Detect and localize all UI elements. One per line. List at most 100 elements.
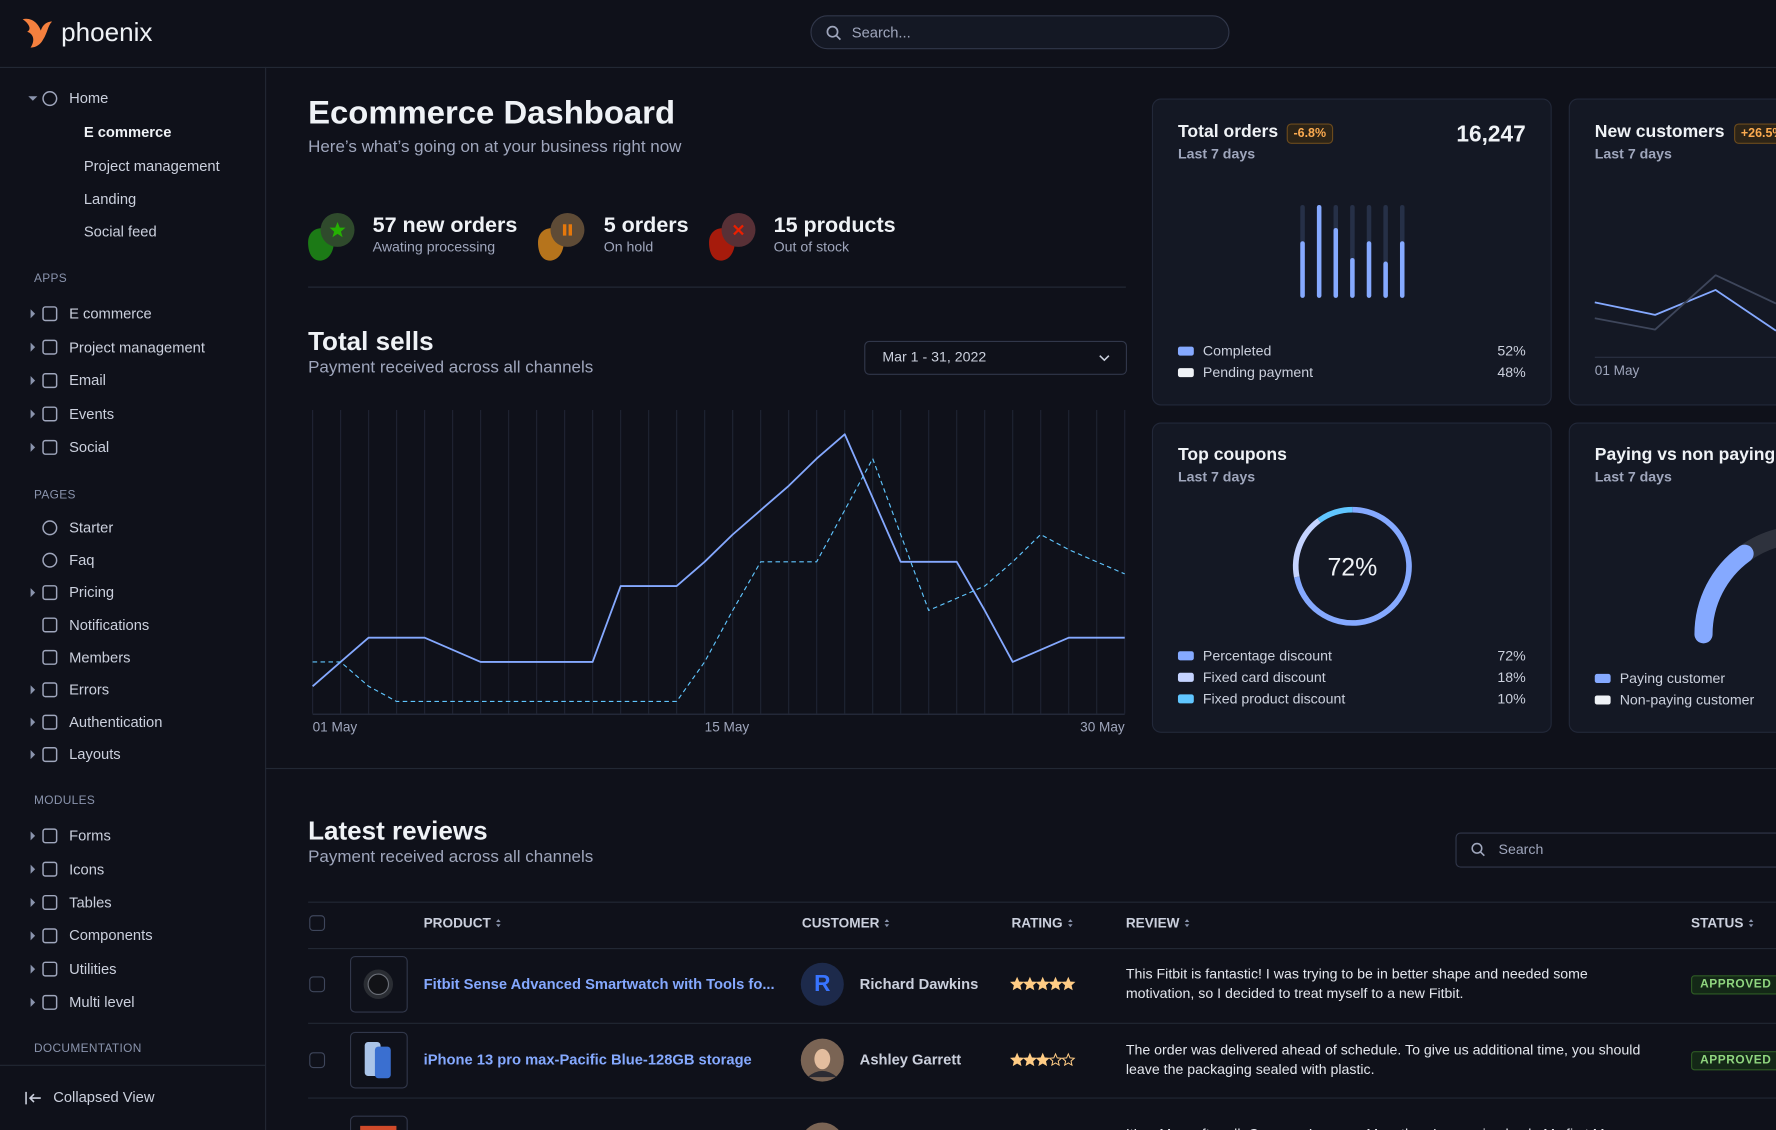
nav-item[interactable]: Tables [69, 893, 112, 911]
rating [1010, 976, 1076, 991]
avatar [800, 962, 844, 1006]
nav-item[interactable]: Authentication [69, 713, 163, 731]
column-header[interactable]: RATING [1011, 915, 1063, 932]
nav-icon [42, 961, 58, 977]
date-select[interactable] [864, 340, 1127, 375]
nav-item[interactable]: Forms [69, 827, 111, 845]
sort-icon [496, 919, 501, 928]
nav-item[interactable]: Events [69, 405, 115, 423]
stat-icon-glyph [568, 224, 572, 236]
avatar-initial: R [814, 971, 831, 997]
card-title: Total orders [1177, 122, 1279, 143]
legend-swatch [1177, 651, 1194, 661]
caret [30, 409, 36, 419]
column-header[interactable]: PRODUCT [423, 915, 491, 932]
legend-label: Completed [1202, 342, 1272, 359]
sort-icon [1184, 919, 1190, 928]
customer-name: Ashley Garrett [859, 1051, 962, 1069]
caret [30, 685, 36, 695]
nav-subitem[interactable]: E commerce [83, 123, 172, 141]
gauge-segment [1694, 544, 1754, 644]
nav-item[interactable]: Utilities [69, 960, 117, 978]
chevron [1099, 355, 1110, 362]
nav-item[interactable]: E commerce [69, 304, 152, 322]
section-subtitle: Payment received across all channels [308, 846, 594, 867]
nav-item[interactable]: Pricing [69, 583, 115, 601]
legend-swatch [1594, 695, 1611, 705]
caret [30, 997, 36, 1007]
avatar-body [807, 1070, 838, 1078]
legend-label: Pending payment [1202, 364, 1314, 381]
gauge-segment [1739, 529, 1776, 562]
column-header[interactable]: REVIEW [1125, 915, 1180, 932]
search-box[interactable] [1455, 832, 1776, 868]
card-subtitle: Last 7 days [1177, 145, 1256, 162]
legend-value: 10% [1497, 690, 1526, 707]
nav-item[interactable]: Layouts [69, 745, 121, 763]
star [1022, 1052, 1038, 1067]
review-text: This Fitbit is fantastic! I was trying t… [1125, 966, 1588, 1002]
legend-swatch [1177, 346, 1194, 356]
nav-item[interactable]: Email [69, 371, 106, 389]
star [1048, 1052, 1063, 1067]
card-title: New customers [1594, 122, 1725, 143]
status-badge: APPROVED [1691, 1051, 1776, 1071]
x-tick-label: 30 May [1080, 719, 1125, 736]
nav-icon [42, 649, 58, 665]
search-placeholder[interactable]: Search... [851, 24, 911, 42]
nav-item[interactable]: Social [69, 438, 110, 456]
nav-item[interactable]: Starter [69, 519, 114, 537]
checkbox[interactable] [309, 1052, 326, 1069]
logo-text: phoenix [61, 16, 153, 47]
date-range[interactable]: Mar 1 - 31, 2022 [882, 348, 987, 365]
nav-item[interactable]: Icons [69, 860, 105, 878]
nav-icon [42, 682, 58, 698]
change-badge: -6.8% [1286, 123, 1333, 144]
page-subtitle: Here’s what’s going on at your business … [308, 136, 682, 157]
nav-section-title: PAGES [33, 488, 76, 502]
caret [28, 96, 38, 101]
nav-item[interactable]: Errors [69, 681, 110, 698]
search-box[interactable] [810, 15, 1230, 50]
column-header[interactable]: CUSTOMER [801, 915, 880, 932]
nav-subitem[interactable]: Social feed [83, 223, 157, 241]
search-placeholder[interactable]: Search [1498, 841, 1544, 857]
stat-value: 5 orders [603, 213, 689, 238]
caret [30, 342, 36, 352]
card-subtitle: Last 7 days [1594, 145, 1672, 162]
caret [30, 931, 36, 941]
nav-section-title: APPS [33, 271, 68, 286]
total-value: 16,247 [1456, 122, 1526, 148]
nav-item[interactable]: Multi level [69, 993, 135, 1011]
checkbox[interactable] [309, 976, 326, 993]
product-image [374, 1046, 391, 1079]
stat-icon-glyph [733, 224, 744, 236]
nav-item[interactable]: Members [69, 648, 131, 666]
legend-label: Fixed product discount [1202, 690, 1346, 707]
caret [30, 897, 36, 908]
checkbox[interactable] [309, 915, 326, 932]
nav-icon [42, 552, 58, 568]
star [1022, 976, 1038, 991]
donut-segment [1317, 506, 1353, 523]
review-text: It’s a Mac, after all. Once you’ve gone … [1126, 1125, 1658, 1130]
nav-icon [42, 828, 58, 844]
nav-subitem[interactable]: Landing [83, 190, 137, 208]
nav-icon [42, 861, 58, 877]
nav-item[interactable]: Notifications [69, 616, 150, 634]
nav-item[interactable]: Project management [69, 338, 205, 356]
column-header[interactable]: STATUS [1691, 915, 1744, 932]
nav-item[interactable]: Home [69, 89, 109, 107]
nav-item[interactable]: Faq [69, 551, 95, 569]
nav-item[interactable]: Components [69, 927, 153, 944]
nav-subitem[interactable]: Project management [83, 156, 220, 174]
donut-segment [1292, 518, 1321, 578]
nav-icon [42, 617, 58, 633]
product-link[interactable]: iPhone 13 pro max-Pacific Blue-128GB sto… [423, 1051, 752, 1069]
product-link[interactable]: Fitbit Sense Advanced Smartwatch with To… [423, 975, 775, 993]
card [1568, 98, 1776, 406]
collapse-button[interactable]: Collapsed View [53, 1088, 155, 1106]
change-badge: +26.5% [1734, 123, 1776, 144]
section-subtitle: Payment received across all channels [308, 357, 594, 377]
